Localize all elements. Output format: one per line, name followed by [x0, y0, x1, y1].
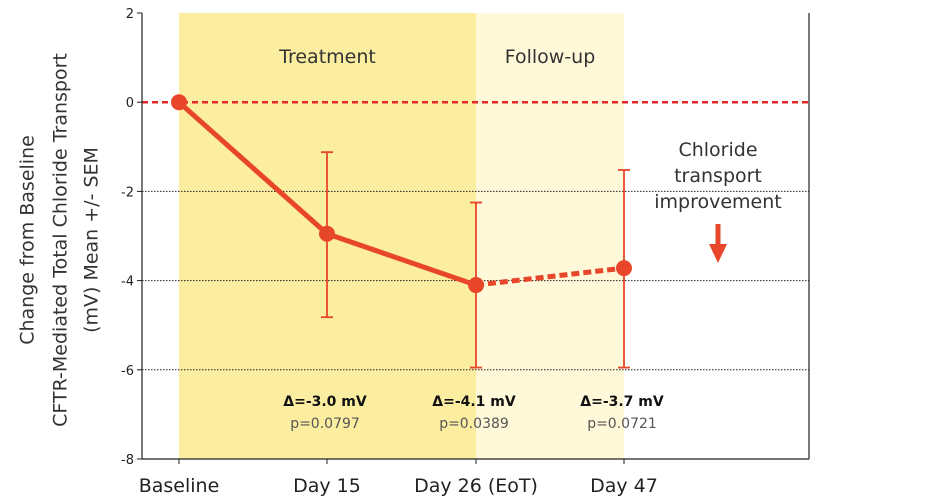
annotation-text-line: transport [674, 165, 762, 187]
x-tick-label: Day 26 (EoT) [414, 475, 538, 497]
delta-label: Δ=-3.7 mV [580, 394, 664, 410]
down-arrow-icon [715, 224, 721, 246]
x-tick-label: Day 15 [293, 475, 361, 497]
axes: 2 0 -2 -4 -6 -8 Baseline Day 15 Day 26 (EoT) Day … [121, 7, 810, 497]
annotation-text-line: improvement [654, 191, 782, 213]
phase-labels: Treatment Follow-up [278, 46, 595, 68]
y-axis-label: Change from Baseline CFTR-Mediated Total … [17, 53, 103, 427]
series-segment [177, 100, 329, 236]
y-tick-label: -6 [121, 364, 134, 379]
y-tick-label: -4 [121, 275, 134, 290]
data-series [171, 94, 632, 369]
y-tick-label: 0 [126, 96, 134, 111]
data-point [468, 277, 484, 294]
y-tick-label: -2 [121, 185, 134, 200]
y-axis-label-line: CFTR-Mediated Total Chloride Transport [50, 53, 72, 427]
x-tick-label: Baseline [139, 475, 220, 497]
stat-annotations: Δ=-3.0 mV p=0.0797 Δ=-4.1 mV p=0.0389 Δ=-3.7… [283, 394, 664, 432]
p-value-label: p=0.0389 [439, 416, 509, 432]
annotation-text-line: Chloride [678, 139, 757, 161]
p-value-label: p=0.0797 [290, 416, 360, 432]
delta-label: Δ=-3.0 mV [283, 394, 367, 410]
phase-label: Treatment [278, 46, 376, 68]
down-arrow-head-icon [709, 244, 727, 263]
data-point [616, 260, 632, 277]
phase-label: Follow-up [505, 46, 596, 68]
x-tick-label: Day 47 [590, 475, 658, 497]
delta-label: Δ=-4.1 mV [432, 394, 516, 410]
series-segment [475, 265, 625, 288]
y-tick-label: -8 [121, 453, 134, 468]
improvement-annotation: Chloride transport improvement [654, 139, 782, 263]
phase-band-1 [476, 13, 624, 459]
phase-shading [179, 13, 624, 459]
series-segment [326, 231, 477, 288]
y-axis-label-line: Change from Baseline [17, 135, 39, 345]
data-point [171, 94, 187, 111]
y-tick-label: 2 [126, 7, 134, 22]
p-value-label: p=0.0721 [587, 416, 657, 432]
y-axis-label-line: (mV) Mean +/- SEM [81, 147, 103, 333]
data-point [319, 225, 335, 242]
